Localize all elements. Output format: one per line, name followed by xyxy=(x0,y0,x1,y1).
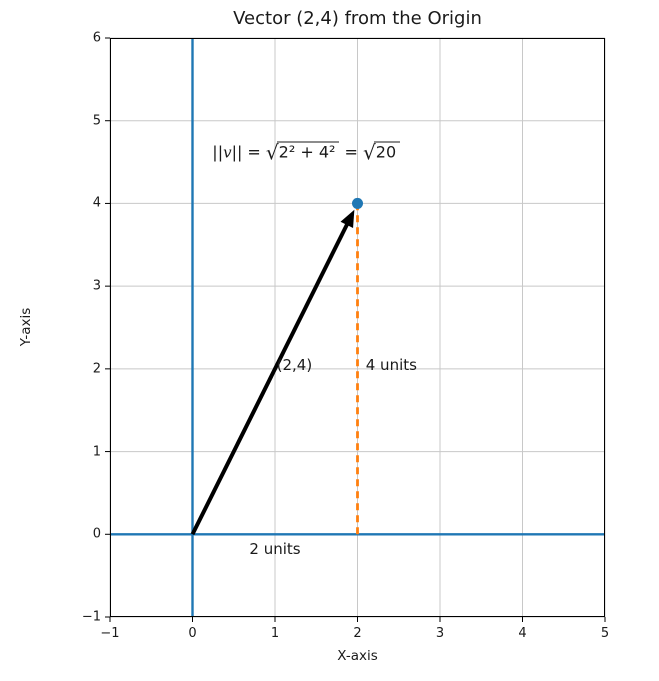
chart-title: Vector (2,4) from the Origin xyxy=(233,8,482,29)
x-tick-label: −1 xyxy=(100,626,120,641)
x-tick-label: 5 xyxy=(600,626,610,641)
horizontal-units-label: 2 units xyxy=(249,539,301,558)
magnitude-formula: ||v|| = √2² + 4² = √20 xyxy=(212,140,401,165)
y-tick-label: 1 xyxy=(92,444,101,460)
y-tick-label: 4 xyxy=(92,195,101,211)
formula-radicand-2: 20 xyxy=(373,141,401,162)
x-axis-label: X-axis xyxy=(337,648,378,664)
point-label: (2,4) xyxy=(276,355,313,374)
x-tick-label: 1 xyxy=(270,626,280,641)
y-axis-label: Y-axis xyxy=(18,307,34,347)
vertical-units-label: 4 units xyxy=(365,355,417,374)
plot-canvas xyxy=(105,37,606,622)
y-tick-label: 2 xyxy=(92,361,101,377)
sqrt-symbol: √ xyxy=(363,140,376,165)
formula-radicand-1: 2² + 4² xyxy=(276,141,340,162)
y-tick-label: 5 xyxy=(92,113,101,129)
x-tick-label: 0 xyxy=(188,626,197,641)
formula-bar2: || = xyxy=(231,142,266,162)
y-tick-label: 0 xyxy=(92,526,101,542)
x-tick-label: 4 xyxy=(518,626,527,641)
y-tick-label: 6 xyxy=(92,30,101,46)
formula-variable: v xyxy=(223,143,232,162)
plot-area: ||v|| = √2² + 4² = √20 (2,4) 4 units 2 u… xyxy=(82,31,609,642)
y-tick-label: 3 xyxy=(92,278,101,294)
formula-bar1: || xyxy=(212,142,224,162)
x-tick-label: 2 xyxy=(353,626,362,641)
x-tick-label: 3 xyxy=(435,626,445,641)
formula-equals: = xyxy=(339,142,364,162)
sqrt-symbol: √ xyxy=(265,140,279,165)
y-tick-label: −1 xyxy=(81,609,101,625)
